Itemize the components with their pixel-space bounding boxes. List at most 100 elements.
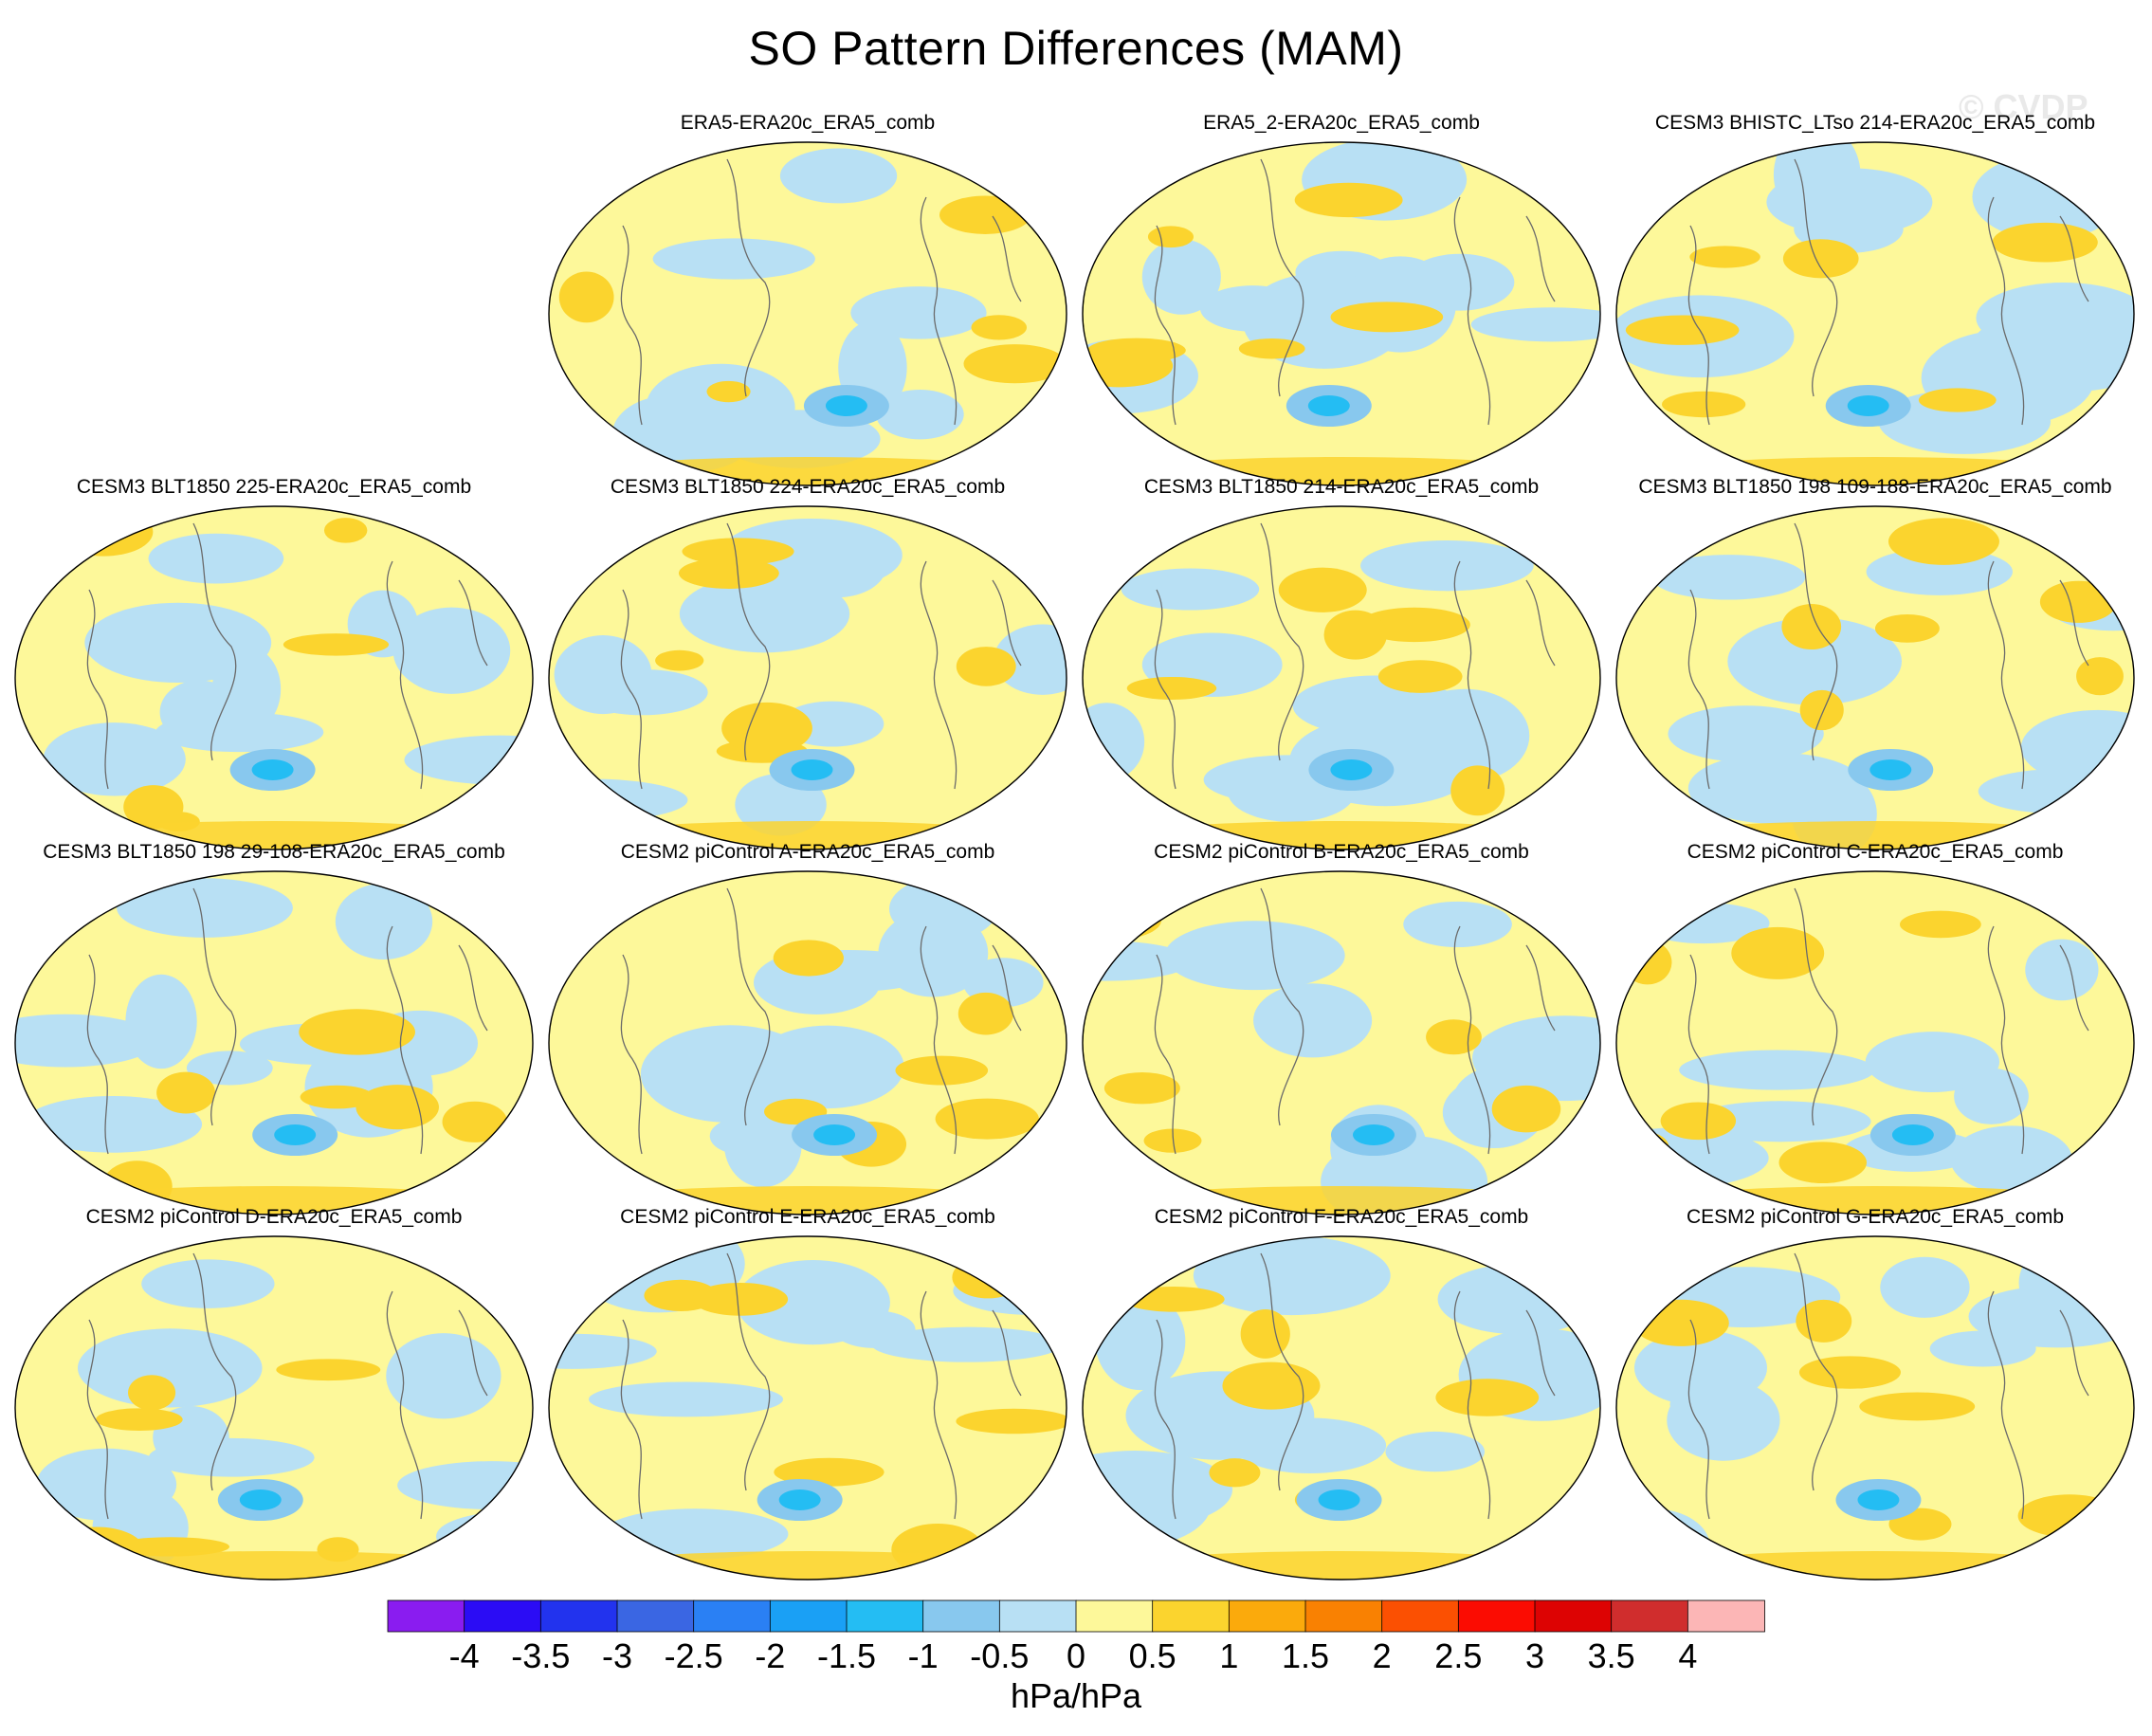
positive-anomaly-patch (1147, 226, 1194, 248)
positive-anomaly-patch (1689, 246, 1760, 268)
colorbar-tick-label: -2.5 (664, 1636, 723, 1675)
negative-anomaly-patch (404, 735, 533, 785)
colorbar-swatch (769, 1599, 848, 1633)
map-plot (548, 870, 1067, 1215)
positive-anomaly-patch (1426, 1019, 1482, 1055)
coastline (86, 1319, 109, 1520)
coastline (992, 944, 1022, 1032)
map-plot (1082, 1235, 1601, 1581)
map-plot (1615, 505, 2135, 850)
positive-anomaly-patch (956, 647, 1016, 686)
panel-title: CESM3 BLT1850 198 29-108-ERA20c_ERA5_com… (43, 841, 505, 863)
negative-anomaly-patch (1679, 1050, 1875, 1090)
coastline (1525, 944, 1556, 1032)
colorbar-swatch (1611, 1599, 1689, 1633)
negative-anomaly-patch (589, 1381, 784, 1417)
map-border (548, 870, 1067, 1215)
colorbar-swatch (1534, 1599, 1613, 1633)
negative-anomaly-patch (1727, 617, 1903, 705)
page-title: SO Pattern Differences (MAM) (748, 22, 1404, 75)
negative-anomaly-patch (392, 607, 511, 694)
southern-positive-band (1648, 1551, 2103, 1580)
negative-anomaly-patch (1253, 983, 1373, 1058)
map-border (1615, 141, 2135, 486)
coastline (386, 925, 424, 1155)
map-border (548, 505, 1067, 850)
negative-anomaly-patch (1141, 239, 1221, 315)
positive-anomaly-patch (2017, 1494, 2122, 1538)
coastline (192, 522, 237, 761)
coastline (1260, 522, 1304, 761)
positive-anomaly-patch (939, 195, 1031, 234)
negative-anomaly-patch (43, 722, 186, 796)
positive-anomaly-patch (1126, 676, 1217, 700)
coastline (1794, 1252, 1838, 1491)
southern-ocean-anomaly-core (1847, 395, 1889, 416)
map-border (1082, 870, 1601, 1215)
positive-anomaly-patch (655, 649, 704, 671)
positive-anomaly-patch (1660, 1102, 1737, 1141)
southern-ocean-anomaly-core (791, 759, 833, 780)
map-panel: CESM2 piControl B-ERA20c_ERA5_comb (1081, 841, 1602, 1218)
map-panel: CESM3 BLT1850 224-ERA20c_ERA5_comb (547, 476, 1068, 853)
positive-anomaly-patch (283, 633, 390, 656)
positive-anomaly-patch (1781, 604, 1842, 650)
negative-anomaly-patch (1472, 1015, 1600, 1102)
coastline (1987, 196, 2025, 426)
colorbar-tick-label: -0.5 (970, 1636, 1030, 1675)
negative-anomaly-patch (1233, 1417, 1387, 1474)
negative-anomaly-patch (186, 1051, 273, 1086)
southern-ocean-anomaly-core (1857, 1489, 1900, 1510)
colorbar-units-label: hPa/hPa (1010, 1676, 1142, 1715)
coastline (920, 925, 957, 1155)
map-border (1615, 505, 2135, 850)
positive-anomaly-patch (1516, 877, 1598, 926)
southern-ocean-anomaly-core (1330, 759, 1373, 780)
coastline (1525, 215, 1556, 302)
coastline (1687, 225, 1710, 426)
positive-anomaly-patch (1874, 613, 1940, 643)
colorbar-tick-label: 3 (1524, 1636, 1545, 1675)
negative-anomaly-patch (888, 877, 998, 941)
coastline (86, 589, 109, 790)
coastline (1453, 925, 1491, 1155)
negative-anomaly-patch (78, 1328, 263, 1408)
negative-anomaly-patch (850, 286, 987, 339)
positive-anomaly-patch (1491, 1085, 1561, 1133)
coastline (386, 560, 424, 790)
panel-title: CESM2 piControl B-ERA20c_ERA5_comb (1154, 841, 1529, 863)
positive-anomaly-patch (963, 344, 1067, 384)
colorbar-swatch (539, 1599, 618, 1633)
map-border (14, 1235, 534, 1581)
coastline (620, 225, 643, 426)
colorbar-tick-label: -1 (907, 1636, 939, 1675)
map-panel: CESM2 piControl F-ERA20c_ERA5_comb (1081, 1206, 1602, 1583)
negative-anomaly-patch (646, 363, 795, 451)
positive-anomaly-patch (442, 1101, 508, 1142)
coastline (992, 1309, 1022, 1397)
negative-anomaly-patch (1470, 307, 1600, 342)
map-plot (1082, 870, 1601, 1215)
negative-anomaly-patch (1667, 1380, 1780, 1461)
positive-anomaly-patch (1122, 1287, 1225, 1312)
colorbar (387, 1599, 1765, 1633)
map-panel: CESM3 BLT1850 214-ERA20c_ERA5_comb (1081, 476, 1602, 853)
coastline (1687, 1319, 1710, 1520)
positive-anomaly-patch (1222, 1361, 1321, 1410)
positive-anomaly-patch (987, 429, 1038, 458)
map-border (1615, 1235, 2135, 1581)
positive-anomaly-patch (1796, 1299, 1852, 1343)
map-panel: ERA5_2-ERA20c_ERA5_comb (1081, 112, 1602, 489)
colorbar-swatch (464, 1599, 542, 1633)
colorbar-swatch (1152, 1599, 1231, 1633)
positive-anomaly-patch (1294, 182, 1403, 218)
positive-anomaly-patch (721, 702, 812, 755)
positive-anomaly-patch (952, 1256, 1025, 1299)
map-border (14, 505, 534, 850)
southern-positive-band (1114, 1551, 1569, 1580)
map-plot (1615, 1235, 2135, 1581)
panel-title: CESM3 BLT1850 225-ERA20c_ERA5_comb (76, 476, 472, 498)
coastline (386, 1290, 424, 1520)
positive-anomaly-patch (96, 1408, 183, 1432)
positive-anomaly-patch (2076, 657, 2124, 696)
